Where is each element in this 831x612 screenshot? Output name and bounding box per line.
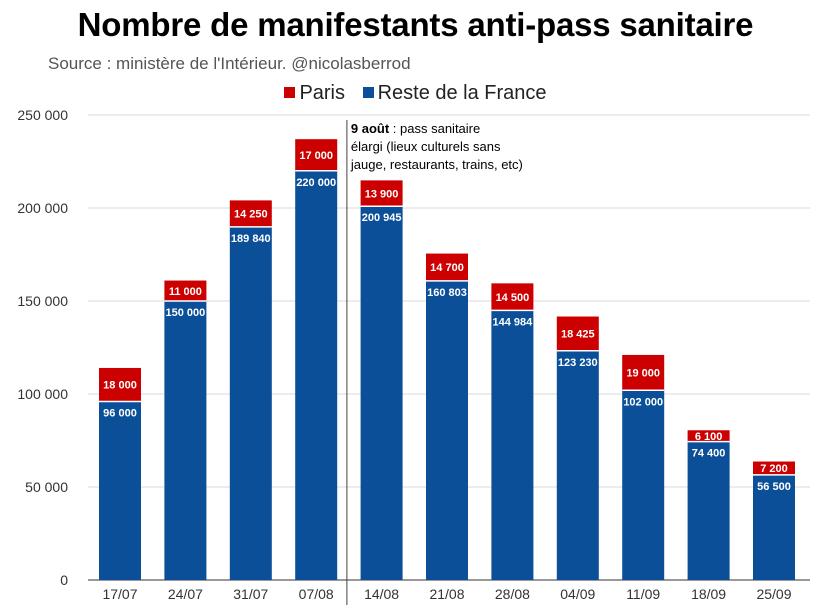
y-tick-label: 200 000 [17, 200, 68, 216]
bar-reste-de-la-france [295, 170, 338, 581]
bar-reste-de-la-france [229, 226, 272, 581]
annotation-line-1: : pass sanitaire [389, 121, 480, 136]
bar-paris [295, 139, 338, 171]
bar-paris [622, 354, 665, 391]
x-tick-label: 31/07 [233, 586, 268, 602]
x-tick-label: 04/09 [560, 586, 595, 602]
annotation-text: 9 août : pass sanitaire [351, 121, 480, 136]
chart-subtitle: Source : ministère de l'Intérieur. @nico… [48, 54, 411, 73]
bar-paris [229, 200, 272, 227]
x-tick-label: 28/08 [495, 586, 530, 602]
bar-paris [426, 253, 468, 281]
bar-reste-de-la-france [622, 390, 665, 580]
x-tick-label: 24/07 [168, 586, 203, 602]
legend-swatch-paris [284, 87, 296, 98]
data-label-reste-de-la-france: 220 000 [296, 177, 336, 189]
x-tick-label: 18/09 [691, 586, 726, 602]
legend-label-reste: Reste de la France [377, 82, 547, 104]
x-tick-label: 07/08 [299, 586, 334, 602]
legend-item-paris: Paris [284, 82, 345, 105]
data-label-paris: 18 425 [561, 329, 595, 341]
y-tick-label: 0 [60, 572, 68, 588]
y-tick-label: 250 000 [17, 107, 68, 123]
data-label-paris: 14 500 [496, 292, 530, 304]
y-tick-label: 150 000 [17, 293, 68, 309]
bar-paris [360, 180, 403, 207]
annotation-date: 9 août [351, 121, 390, 136]
legend-item-reste: Reste de la France [362, 82, 547, 105]
data-label-paris: 14 250 [234, 209, 268, 221]
data-label-reste-de-la-france: 144 984 [493, 316, 534, 328]
y-tick-label: 50 000 [25, 479, 68, 495]
chart-title: Nombre de manifestants anti-pass sanitai… [77, 6, 754, 43]
bar-paris [687, 430, 730, 442]
bar-reste-de-la-france [360, 206, 403, 580]
bar-reste-de-la-france [99, 401, 141, 580]
annotation-line-2: élargi (lieux culturels sans [351, 139, 501, 154]
data-label-paris: 7 200 [760, 463, 788, 475]
data-label-paris: 17 000 [299, 150, 333, 162]
data-label-reste-de-la-france: 189 840 [231, 233, 271, 245]
data-label-paris: 13 900 [365, 188, 399, 200]
x-tick-label: 14/08 [364, 586, 399, 602]
x-tick-label: 21/08 [429, 586, 464, 602]
data-label-reste-de-la-france: 200 945 [362, 212, 402, 224]
bar-paris [491, 283, 534, 311]
annotation-line-3: jauge, restaurants, trains, etc) [350, 157, 523, 172]
bar-paris [556, 316, 599, 351]
bar-reste-de-la-france [164, 301, 207, 580]
bar-paris [753, 461, 795, 475]
legend-label-paris: Paris [299, 82, 346, 104]
bar-reste-de-la-france [491, 310, 534, 580]
legend-swatch-reste [362, 87, 374, 98]
data-label-reste-de-la-france: 160 803 [427, 287, 467, 299]
bar-reste-de-la-france [753, 474, 795, 580]
x-tick-label: 25/09 [756, 586, 791, 602]
x-tick-label: 11/09 [626, 586, 660, 602]
data-label-reste-de-la-france: 74 400 [692, 448, 726, 460]
data-label-reste-de-la-france: 96 000 [103, 407, 137, 419]
bar-paris [164, 280, 207, 301]
data-label-reste-de-la-france: 56 500 [757, 481, 791, 493]
data-label-paris: 19 000 [626, 368, 660, 380]
bar-paris [99, 367, 141, 402]
bar-reste-de-la-france [687, 441, 730, 580]
data-label-paris: 11 000 [169, 286, 202, 298]
data-label-paris: 14 700 [430, 262, 464, 274]
bar-reste-de-la-france [556, 350, 599, 580]
data-label-reste-de-la-france: 102 000 [623, 396, 663, 408]
data-label-paris: 6 100 [695, 431, 723, 443]
data-label-paris: 18 000 [103, 380, 137, 392]
data-label-reste-de-la-france: 150 000 [166, 307, 206, 319]
bar-reste-de-la-france [426, 280, 468, 580]
x-tick-label: 17/07 [102, 586, 137, 602]
y-tick-label: 100 000 [17, 386, 68, 402]
data-label-reste-de-la-france: 123 230 [558, 357, 598, 369]
chart-legend: Paris Reste de la France [0, 82, 831, 105]
